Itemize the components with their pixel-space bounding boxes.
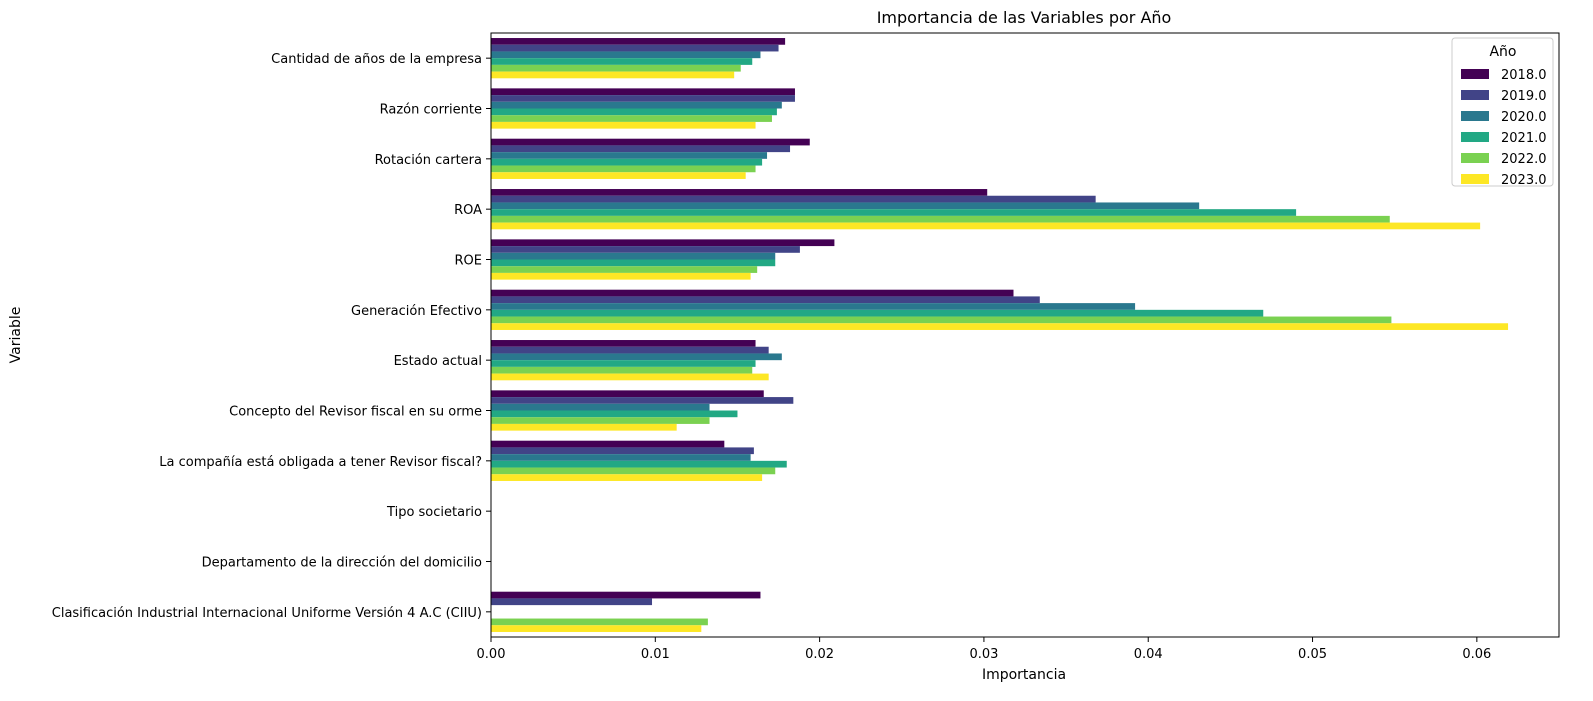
bar <box>491 417 710 424</box>
plot-frame <box>490 32 1560 638</box>
y-tick-label: La compañía está obligada a tener Reviso… <box>159 455 482 470</box>
y-tick-label: Cantidad de años de la empresa <box>271 52 482 67</box>
x-tick-label: 0.00 <box>477 647 506 662</box>
bar <box>491 115 772 122</box>
x-tick-label: 0.05 <box>1298 647 1327 662</box>
y-tick-label: Generación Efectivo <box>351 304 482 319</box>
bar <box>491 618 708 626</box>
bar <box>491 598 653 606</box>
bar <box>491 165 756 173</box>
bar <box>491 289 1014 297</box>
bar <box>491 64 741 72</box>
bar <box>491 366 753 374</box>
y-axis: Cantidad de años de la empresa Razón corr… <box>52 52 491 621</box>
x-axis: 0.00 0.01 0.02 0.03 0.04 0.05 0.06 <box>477 637 1491 662</box>
bar <box>491 158 763 166</box>
bar <box>491 215 1390 223</box>
bar <box>491 440 725 448</box>
legend-label: 2023.0 <box>1501 173 1547 188</box>
bar <box>491 101 782 109</box>
legend-label: 2022.0 <box>1501 152 1547 167</box>
y-tick-label: ROA <box>454 203 482 218</box>
bar <box>491 309 1264 317</box>
bar <box>491 454 751 461</box>
bar <box>491 303 1136 310</box>
bar <box>491 172 746 179</box>
bar <box>491 591 761 599</box>
bar <box>491 346 769 354</box>
bar <box>491 316 1392 324</box>
legend-label: 2021.0 <box>1501 131 1547 146</box>
x-tick-label: 0.02 <box>805 647 834 662</box>
y-tick-label: Rotación cartera <box>375 153 482 168</box>
bar <box>491 239 835 247</box>
bar <box>491 323 1509 330</box>
legend-swatch <box>1461 132 1489 142</box>
y-axis-label: Variable <box>8 307 24 364</box>
bar <box>491 152 768 159</box>
y-tick-label: Tipo societario <box>386 505 482 520</box>
y-tick-label: ROE <box>455 254 482 269</box>
legend-swatch <box>1461 153 1489 163</box>
bar <box>491 108 777 116</box>
legend-swatch <box>1461 174 1489 184</box>
x-tick-label: 0.03 <box>969 647 998 662</box>
bar <box>491 195 1096 203</box>
bar <box>491 266 758 273</box>
legend-title: Año <box>1489 44 1516 60</box>
y-tick-label: Departamento de la dirección del domicil… <box>202 556 482 571</box>
legend-label: 2019.0 <box>1501 89 1547 104</box>
bar <box>491 403 710 411</box>
y-tick-label: Clasificación Industrial Internacional U… <box>52 606 482 621</box>
y-tick-label: Concepto del Revisor fiscal en su orme <box>229 405 482 420</box>
bar <box>491 209 1297 216</box>
bar <box>491 88 795 96</box>
bar <box>491 467 776 475</box>
bar <box>491 259 776 267</box>
bar <box>491 222 1481 230</box>
legend-swatch <box>1461 111 1489 121</box>
bar <box>491 51 761 59</box>
bar <box>491 474 763 481</box>
x-tick-label: 0.06 <box>1462 647 1491 662</box>
bar <box>491 410 738 418</box>
legend: Año 2018.0 2019.0 2020.0 2021.0 2022.0 2023.0 <box>1451 37 1554 188</box>
bar <box>491 272 751 280</box>
x-tick-label: 0.04 <box>1134 647 1163 662</box>
bar <box>491 121 756 129</box>
bar <box>491 189 988 196</box>
bar <box>491 44 779 52</box>
bar <box>491 58 753 65</box>
bar <box>491 296 1040 304</box>
bar <box>491 138 810 146</box>
y-tick-label: Estado actual <box>394 354 482 369</box>
bar <box>491 625 702 632</box>
bar <box>491 71 735 79</box>
bar <box>491 202 1200 210</box>
bar <box>491 447 754 455</box>
bar <box>491 353 782 361</box>
bar <box>491 340 756 347</box>
x-tick-label: 0.01 <box>641 647 670 662</box>
bar <box>491 145 791 153</box>
bar <box>491 397 794 404</box>
bar <box>491 373 769 381</box>
bar <box>491 460 787 468</box>
legend-label: 2020.0 <box>1501 110 1547 125</box>
bar <box>491 38 786 45</box>
bar <box>491 95 795 102</box>
bars-layer <box>491 38 1509 632</box>
legend-swatch <box>1461 90 1489 100</box>
bar <box>491 390 764 398</box>
bar <box>491 246 800 253</box>
chart-title: Importancia de las Variables por Año <box>877 8 1172 27</box>
legend-label: 2018.0 <box>1501 68 1547 83</box>
bar <box>491 252 776 260</box>
x-axis-label: Importancia <box>982 667 1066 683</box>
bar <box>491 423 677 431</box>
y-tick-label: Razón corriente <box>380 103 482 118</box>
legend-swatch <box>1461 69 1489 79</box>
bar <box>491 360 756 367</box>
